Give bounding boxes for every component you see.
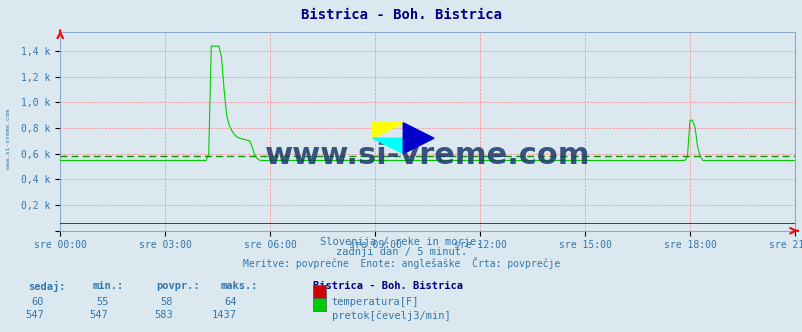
Text: pretok[čevelj3/min]: pretok[čevelj3/min] xyxy=(331,310,450,321)
Text: 1437: 1437 xyxy=(212,310,237,320)
Polygon shape xyxy=(372,123,403,138)
Text: Meritve: povprečne  Enote: anglešaške  Črta: povprečje: Meritve: povprečne Enote: anglešaške Črt… xyxy=(242,257,560,269)
Text: Bistrica - Boh. Bistrica: Bistrica - Boh. Bistrica xyxy=(313,281,463,290)
Text: 55: 55 xyxy=(95,297,108,307)
Text: temperatura[F]: temperatura[F] xyxy=(331,297,419,307)
Text: sedaj:: sedaj: xyxy=(28,281,66,291)
Text: Slovenija / reke in morje.: Slovenija / reke in morje. xyxy=(320,237,482,247)
Text: maks.:: maks.: xyxy=(221,281,258,290)
Text: min.:: min.: xyxy=(92,281,124,290)
Text: 547: 547 xyxy=(90,310,108,320)
Text: www.si-vreme.com: www.si-vreme.com xyxy=(6,110,11,169)
Text: 64: 64 xyxy=(224,297,237,307)
Polygon shape xyxy=(403,123,433,154)
Text: 547: 547 xyxy=(26,310,44,320)
Text: Bistrica - Boh. Bistrica: Bistrica - Boh. Bistrica xyxy=(301,8,501,22)
Polygon shape xyxy=(372,138,403,154)
Text: 60: 60 xyxy=(31,297,44,307)
Text: 583: 583 xyxy=(154,310,172,320)
Text: www.si-vreme.com: www.si-vreme.com xyxy=(265,140,589,170)
Text: zadnji dan / 5 minut.: zadnji dan / 5 minut. xyxy=(335,247,467,257)
Text: povpr.:: povpr.: xyxy=(156,281,200,290)
Text: 58: 58 xyxy=(160,297,172,307)
